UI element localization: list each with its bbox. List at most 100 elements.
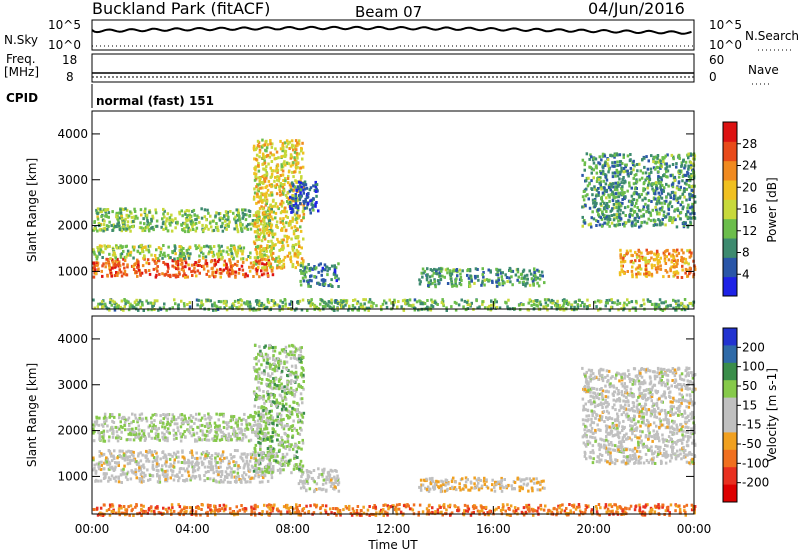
scatter-cell (104, 304, 107, 308)
scatter-cell (602, 193, 605, 197)
scatter-cell (258, 426, 261, 429)
scatter-cell (246, 480, 249, 484)
scatter-cell (281, 144, 284, 148)
scatter-cell (278, 259, 282, 263)
scatter-cell (333, 264, 336, 268)
scatter-cell (627, 301, 631, 305)
scatter-cell (150, 420, 153, 424)
scatter-cell (270, 193, 274, 197)
scatter-cell (313, 265, 316, 268)
scatter-cell (438, 271, 442, 275)
scatter-cell (270, 207, 273, 211)
scatter-cell (212, 479, 215, 483)
scatter-cell (210, 463, 213, 467)
scatter-cell (481, 279, 484, 283)
scatter-cell (280, 164, 283, 168)
scatter-cell (664, 262, 668, 265)
scatter-cell (254, 259, 258, 263)
scatter-cell (296, 414, 300, 418)
scatter-cell (200, 299, 203, 303)
scatter-cell (665, 162, 668, 166)
scatter-cell (290, 210, 293, 214)
scatter-cell (250, 426, 253, 430)
scatter-cell (616, 209, 619, 213)
scatter-cell (178, 467, 182, 471)
scatter-cell (236, 213, 239, 217)
scatter-cell (93, 467, 96, 470)
scatter-cell (691, 216, 695, 220)
scatter-cell (120, 274, 124, 278)
scatter-cell (287, 202, 290, 206)
scatter-cell (183, 414, 186, 418)
scatter-cell (255, 238, 258, 242)
scatter-cell (583, 189, 586, 193)
scatter-cell (94, 268, 97, 272)
scatter-cell (93, 252, 96, 256)
scatter-cell (622, 153, 625, 157)
scatter-cell (123, 270, 127, 273)
scatter-cell (278, 265, 281, 269)
scatter-cell (183, 456, 186, 460)
scatter-cell (656, 265, 660, 269)
scatter-cell (122, 308, 125, 312)
scatter-cell (225, 303, 228, 307)
scatter-cell (253, 191, 257, 195)
scatter-cell (260, 301, 264, 305)
scatter-cell (299, 225, 302, 229)
scatter-cell (630, 199, 634, 203)
scatter-cell (624, 214, 627, 217)
scatter-cell (144, 473, 147, 477)
scatter-cell (453, 300, 457, 304)
scatter-cell (164, 413, 168, 417)
scatter-cell (263, 159, 266, 163)
scatter-cell (255, 192, 259, 196)
scatter-cell (221, 255, 224, 259)
scatter-cell (292, 148, 295, 152)
scatter-cell (178, 476, 181, 480)
scatter-cell (194, 244, 197, 248)
scatter-cell (419, 300, 422, 304)
scatter-cell (433, 280, 437, 283)
scatter-cell (619, 256, 623, 260)
scatter-cell (128, 455, 132, 459)
scatter-cell (151, 225, 154, 229)
scatter-cell (362, 298, 365, 302)
scatter-cell (659, 180, 663, 184)
scatter-cell (95, 422, 98, 426)
scatter-cell (468, 284, 472, 288)
scatter-cell (234, 421, 238, 425)
scatter-cell (458, 278, 462, 282)
scatter-cell (530, 303, 533, 307)
scatter-cell (124, 475, 128, 479)
scatter-cell (273, 243, 276, 247)
scatter-cell (407, 303, 411, 307)
scatter-cell (638, 266, 642, 270)
scatter-cell (116, 304, 120, 308)
scatter-cell (659, 187, 663, 191)
scatter-cell (228, 248, 231, 252)
scatter-cell (279, 299, 282, 303)
scatter-cell (452, 269, 456, 273)
scatter-cell (136, 302, 140, 306)
scatter-cell (552, 299, 555, 303)
scatter-cell (132, 264, 135, 268)
scatter-cell (675, 260, 678, 264)
scatter-cell (265, 468, 269, 471)
scatter-cell (659, 207, 662, 211)
scatter-cell (220, 412, 224, 416)
scatter-cell (109, 298, 112, 302)
scatter-cell (529, 272, 533, 276)
scatter-cell (584, 204, 587, 208)
scatter-cell (195, 451, 198, 455)
scatter-cell (203, 226, 207, 230)
cpid-label: CPID (6, 91, 38, 105)
scatter-cell (289, 256, 292, 260)
scatter-cell (109, 451, 112, 455)
scatter-cell (152, 423, 155, 427)
scatter-cell (582, 205, 585, 209)
scatter-cell (489, 270, 492, 274)
scatter-cell (183, 210, 187, 214)
scatter-cell (237, 475, 240, 478)
scatter-cell (265, 222, 268, 226)
scatter-cell (260, 303, 263, 307)
